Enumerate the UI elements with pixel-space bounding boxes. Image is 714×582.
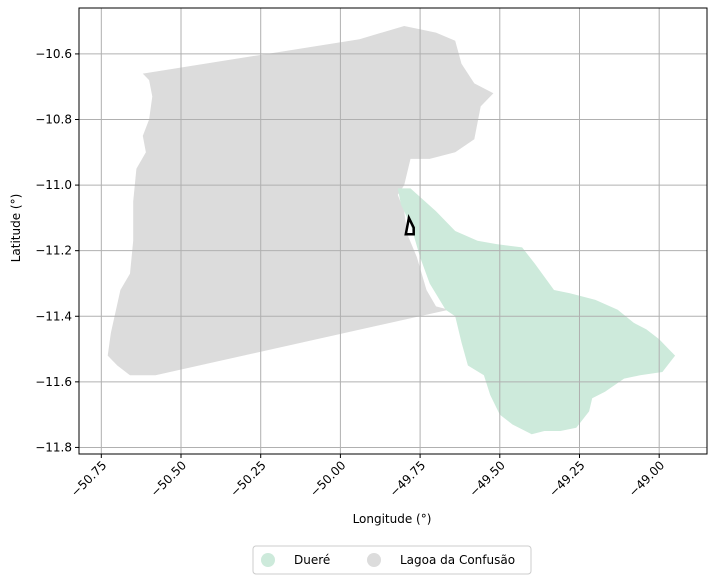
legend-marker-duere (261, 553, 275, 567)
legend-label-lagoa-da-confusao: Lagoa da Confusão (400, 553, 515, 567)
region-lagoa-da-confusao (107, 26, 494, 376)
region-duere (397, 188, 676, 435)
highlight-outline (404, 213, 415, 236)
y-axis-ticks: −10.6 −10.8 −11.0 −11.2 −11.4 −11.6 −11.8 (35, 47, 79, 454)
legend-marker-lagoa-da-confusao (367, 553, 381, 567)
y-tick-label: −11.6 (35, 375, 72, 389)
legend: Dueré Lagoa da Confusão (252, 545, 532, 575)
x-axis-label: Longitude (°) (353, 512, 432, 526)
plot-area (78, 7, 708, 455)
y-tick-label: −11.0 (35, 178, 72, 192)
legend-label-duere: Dueré (294, 553, 330, 567)
axes-frame (78, 7, 708, 455)
legend-box (252, 545, 532, 575)
y-tick-label: −10.8 (35, 113, 72, 127)
highlight-outline-layer (404, 213, 415, 236)
y-tick-label: −11.4 (35, 309, 72, 323)
grid-layer (79, 8, 707, 454)
y-tick-label: −10.6 (35, 47, 72, 61)
y-axis-label: Latitude (°) (9, 194, 23, 263)
y-tick-label: −11.2 (35, 244, 72, 258)
regions-layer (107, 26, 676, 435)
y-tick-label: −11.8 (35, 440, 72, 454)
